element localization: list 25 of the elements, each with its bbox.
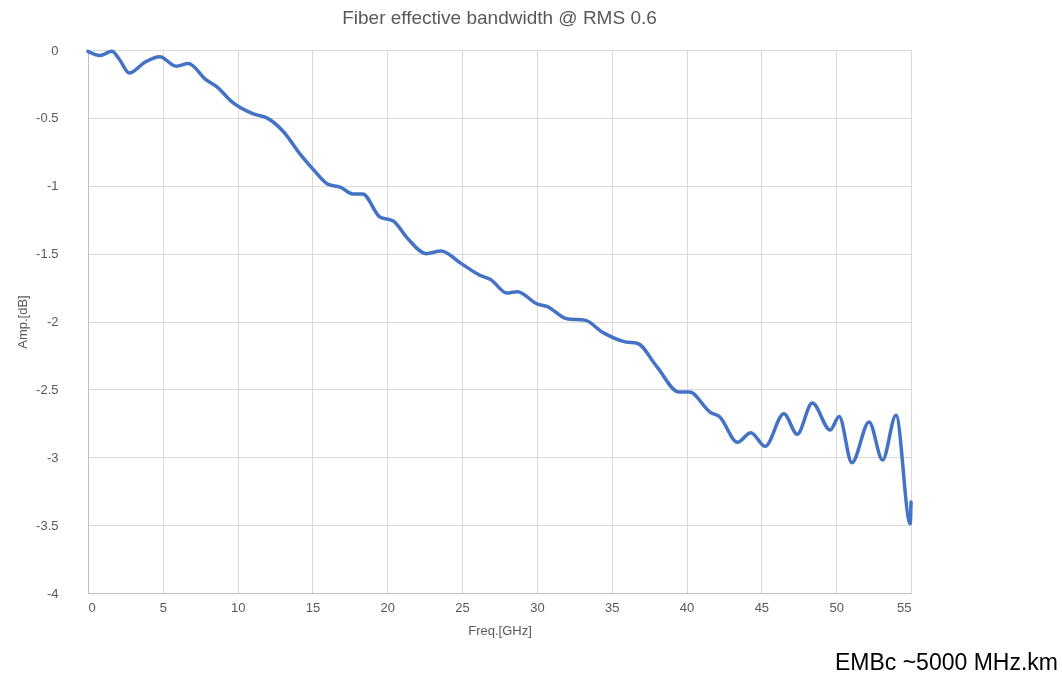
x-tick-label: 45 — [754, 599, 770, 615]
y-tick-label: -4 — [46, 585, 59, 601]
y-tick-label: -2.5 — [36, 381, 59, 397]
y-tick-label: -2 — [46, 314, 59, 329]
y-axis-title: Amp.[dB] — [15, 295, 31, 349]
y-tick-label: -1.5 — [36, 246, 59, 262]
chart-title: Fiber effective bandwidth @ RMS 0.6 — [342, 7, 657, 28]
x-tick-label: 25 — [455, 599, 470, 615]
y-tick-label: -1 — [46, 178, 59, 194]
x-tick-label: 50 — [829, 599, 844, 615]
y-tick-label: -0.5 — [36, 110, 59, 126]
x-tick-label: 15 — [305, 599, 321, 615]
x-tick-label: 0 — [88, 599, 96, 615]
x-tick-label: 55 — [897, 599, 912, 615]
x-tick-label: 10 — [230, 599, 246, 615]
x-tick-label: 30 — [530, 599, 545, 615]
x-axis-title: Freq.[GHz] — [468, 622, 532, 638]
x-tick-label: 35 — [604, 599, 620, 615]
y-tick-label: 0 — [51, 42, 59, 58]
x-tick-label: 5 — [159, 599, 167, 615]
y-tick-label: -3.5 — [36, 517, 59, 533]
x-tick-label: 40 — [679, 599, 695, 615]
text: EMBc ~5000 MHz.km — [834, 649, 1058, 676]
y-tick-label: -3 — [46, 449, 59, 465]
x-tick-label: 20 — [380, 599, 396, 615]
